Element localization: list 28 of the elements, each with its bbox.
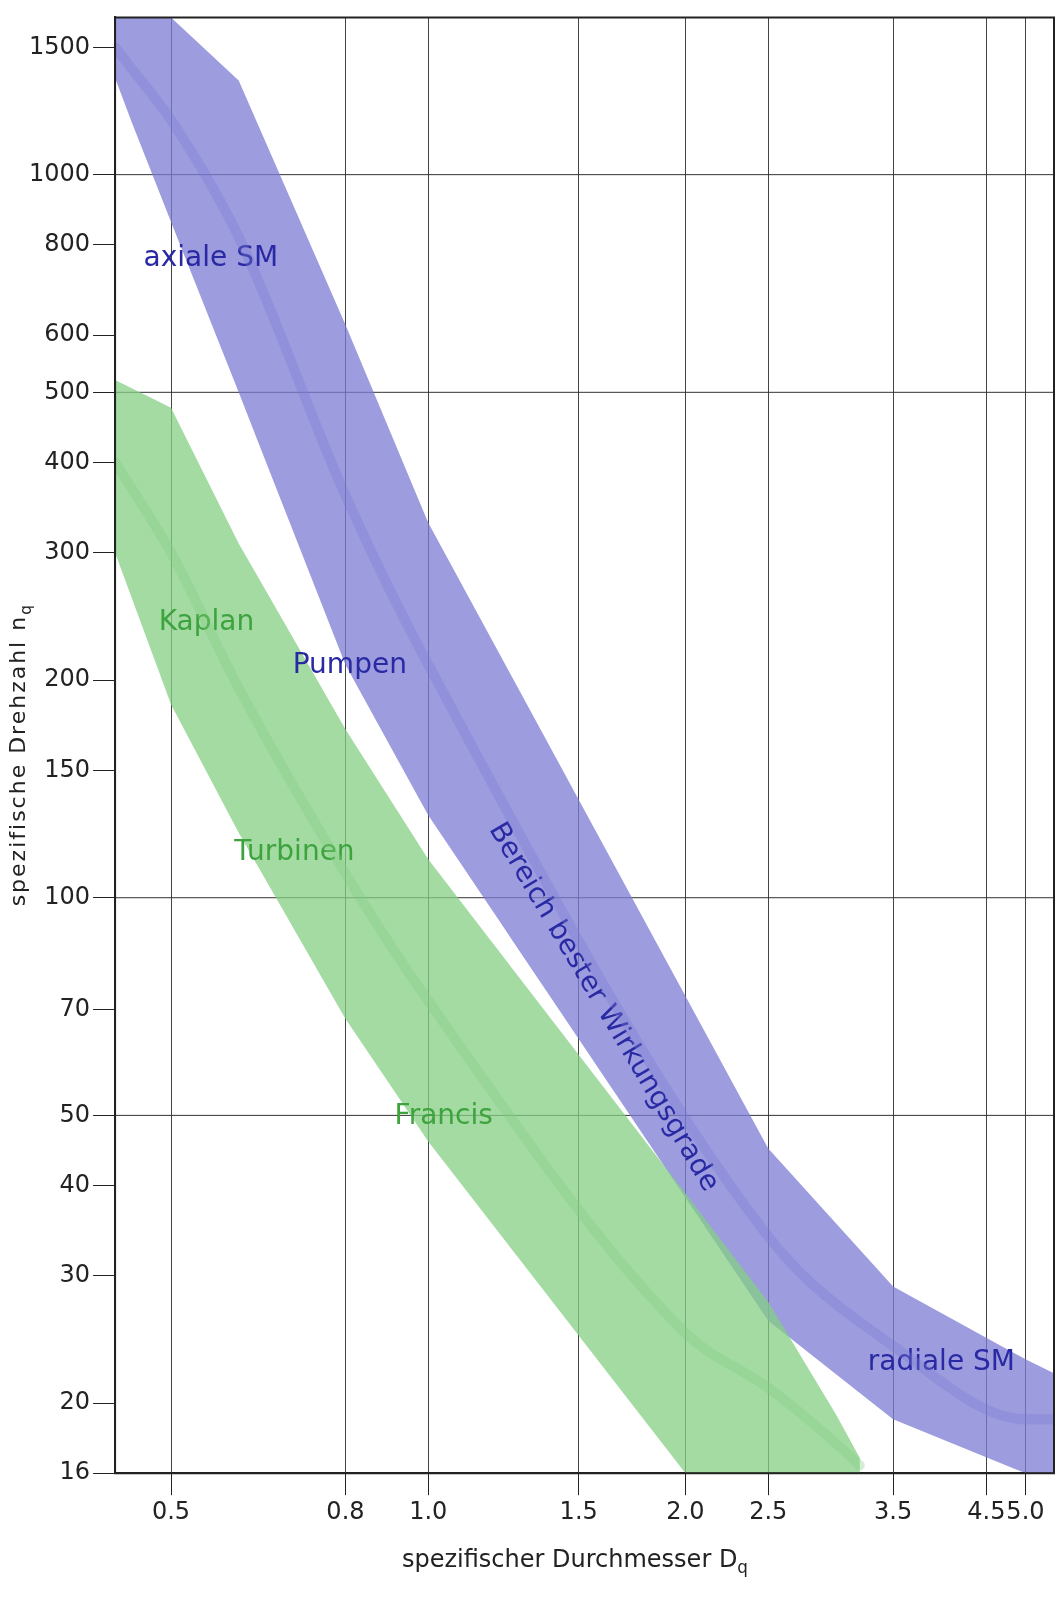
y-tick-label: 30 <box>59 1260 91 1289</box>
y-tick-label: 500 <box>44 376 91 405</box>
y-tick-label: 50 <box>59 1099 91 1128</box>
y-tick-label: 600 <box>44 319 91 348</box>
y-tick-label: 70 <box>59 993 91 1022</box>
x-tick-label: 5.0 <box>1006 1496 1045 1525</box>
x-tick-label: 1.0 <box>409 1496 448 1525</box>
x-tick-label: 4.5 <box>967 1496 1006 1525</box>
y-tick-label: 800 <box>44 228 91 257</box>
y-tick-label: 200 <box>44 664 91 693</box>
y-tick-label: 300 <box>44 536 91 565</box>
x-tick-label: 1.5 <box>559 1496 598 1525</box>
x-axis-title: spezifischer Durchmesser D$_{q}$ <box>400 1545 749 1577</box>
x-tick-label: 2.0 <box>666 1496 705 1525</box>
x-tick-label: 0.8 <box>326 1496 365 1525</box>
y-tick-label: 100 <box>44 881 91 910</box>
y-tick-label: 1000 <box>29 158 91 187</box>
x-tick-label: 3.5 <box>874 1496 913 1525</box>
y-tick-label: 150 <box>44 754 91 783</box>
annotation: Kaplan <box>158 604 255 638</box>
y-tick-label: 16 <box>59 1457 91 1486</box>
x-tick-label: 0.5 <box>151 1496 191 1525</box>
x-tick-label: 2.5 <box>749 1496 788 1525</box>
y-tick-label: 400 <box>44 446 91 475</box>
annotation: radiale SM <box>867 1343 1015 1377</box>
y-tick-label: 20 <box>59 1387 91 1416</box>
y-tick-label: 1500 <box>29 31 91 60</box>
y-tick-label: 40 <box>59 1169 91 1198</box>
